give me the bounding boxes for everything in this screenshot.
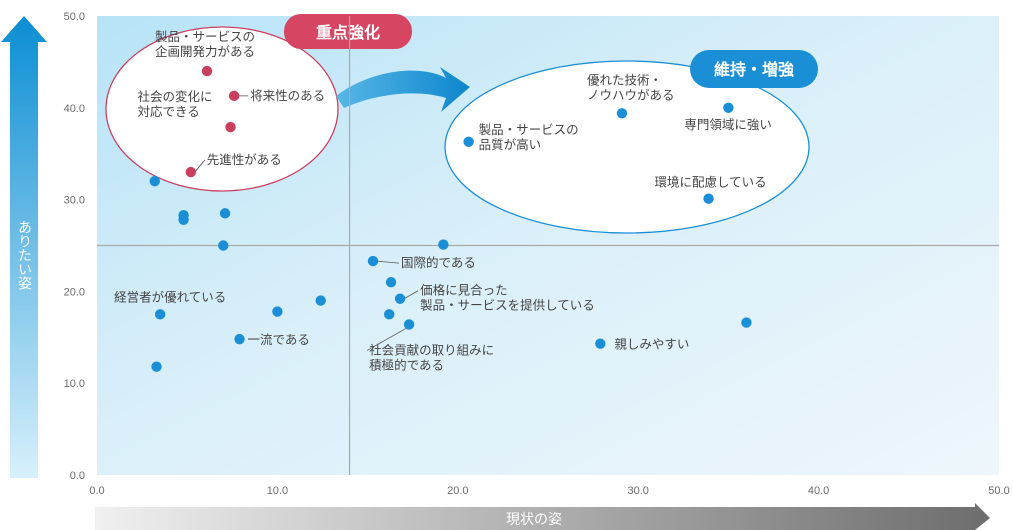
point-label-line: 積極的である <box>369 357 444 372</box>
data-point <box>315 295 326 306</box>
point-label: 経営者が優れている <box>114 289 226 304</box>
data-point <box>151 361 162 372</box>
point-label: 一流である <box>248 332 310 347</box>
label-leader-line <box>376 260 400 264</box>
data-point <box>218 240 229 251</box>
point-label: 環境に配慮している <box>655 175 767 190</box>
point-label: 価格に見合った製品・サービスを提供している <box>420 283 595 313</box>
point-label-line: 優れた技術・ <box>587 72 662 87</box>
point-label-line: 一流である <box>248 332 310 347</box>
point-label: 専門領域に強い <box>684 117 772 132</box>
data-point <box>234 333 245 345</box>
focus-badge <box>284 14 412 49</box>
y-tick-label: 30.0 <box>64 195 85 207</box>
point-label-line: 先進性がある <box>207 152 282 167</box>
y-tick-label: 20.0 <box>64 286 85 298</box>
transition-arrow <box>336 67 470 112</box>
y-axis-arrow <box>1 16 47 478</box>
point-label: 国際的である <box>401 255 476 270</box>
point-label: 製品・サービスの品質が高い <box>479 122 579 152</box>
x-axis-arrow <box>95 503 990 530</box>
maintain-badge-label: 維持・増強 <box>714 60 794 79</box>
point-label-line: ノウハウがある <box>587 87 675 102</box>
data-point <box>403 319 415 330</box>
point-label-line: 製品・サービスを提供している <box>420 298 595 313</box>
x-tick-label: 40.0 <box>808 485 829 497</box>
data-point <box>616 108 628 119</box>
data-point <box>178 214 189 225</box>
data-point <box>385 277 397 288</box>
focus-badge-label: 重点強化 <box>316 23 380 42</box>
data-point <box>272 306 283 317</box>
data-point <box>367 255 379 267</box>
point-label: 親しみやすい <box>614 337 689 352</box>
data-point <box>154 309 166 320</box>
point-label-line: 製品・サービスの <box>479 122 579 137</box>
point-label: 社会貢献の取り組みに積極的である <box>369 342 494 372</box>
point-label-line: 企画開発力がある <box>155 44 255 59</box>
data-point <box>595 338 606 349</box>
point-label: 将来性のある <box>250 88 325 103</box>
x-axis-title: 現状の姿 <box>506 512 562 528</box>
point-label-line: 対応できる <box>137 104 199 119</box>
point-label-line: 経営者が優れている <box>114 289 226 304</box>
point-label-line: 親しみやすい <box>614 337 689 352</box>
maintain-badge <box>690 50 818 88</box>
point-label-line: 品質が高い <box>479 137 542 152</box>
data-point <box>394 293 406 304</box>
x-tick-label: 50.0 <box>988 485 1009 497</box>
label-leader-line <box>194 159 206 173</box>
data-point <box>219 208 231 219</box>
point-label-line: 専門領域に強い <box>684 117 772 132</box>
point-label-line: 将来性のある <box>250 88 325 103</box>
focus-point <box>185 166 197 178</box>
data-point <box>741 317 752 328</box>
focus-point <box>225 121 236 133</box>
x-tick-label: 0.0 <box>89 485 104 497</box>
data-point <box>149 176 160 187</box>
point-label: 先進性がある <box>207 152 282 167</box>
focus-group-ellipse <box>105 26 339 192</box>
y-tick-label: 0.0 <box>70 470 85 482</box>
point-label-line: 社会の変化に <box>137 89 212 104</box>
x-tick-label: 10.0 <box>267 485 288 497</box>
focus-point <box>228 90 240 102</box>
y-tick-label: 10.0 <box>64 378 85 390</box>
label-leader-line <box>403 290 419 300</box>
point-label-line: 社会貢献の取り組みに <box>369 342 494 357</box>
y-tick-label: 40.0 <box>64 103 85 115</box>
data-point <box>384 309 395 320</box>
point-label: 製品・サービスの企画開発力がある <box>155 29 255 59</box>
point-label: 優れた技術・ノウハウがある <box>587 72 675 102</box>
point-label-line: 国際的である <box>401 255 476 270</box>
x-tick-label: 20.0 <box>447 485 468 497</box>
focus-point <box>201 65 213 77</box>
data-point <box>723 102 734 114</box>
point-label-line: 価格に見合った <box>420 283 508 298</box>
point-label-line: 製品・サービスの <box>155 29 255 44</box>
x-tick-label: 30.0 <box>627 485 648 497</box>
data-point <box>438 239 449 250</box>
maintain-group-ellipse <box>444 60 810 234</box>
data-point <box>703 193 714 204</box>
data-point <box>463 136 474 147</box>
point-label: 社会の変化に対応できる <box>137 89 212 119</box>
point-label-line: 環境に配慮している <box>655 175 767 190</box>
label-leader-line <box>366 324 414 351</box>
y-tick-label: 50.0 <box>64 11 85 23</box>
y-axis-title: ありたい姿 <box>16 220 32 290</box>
